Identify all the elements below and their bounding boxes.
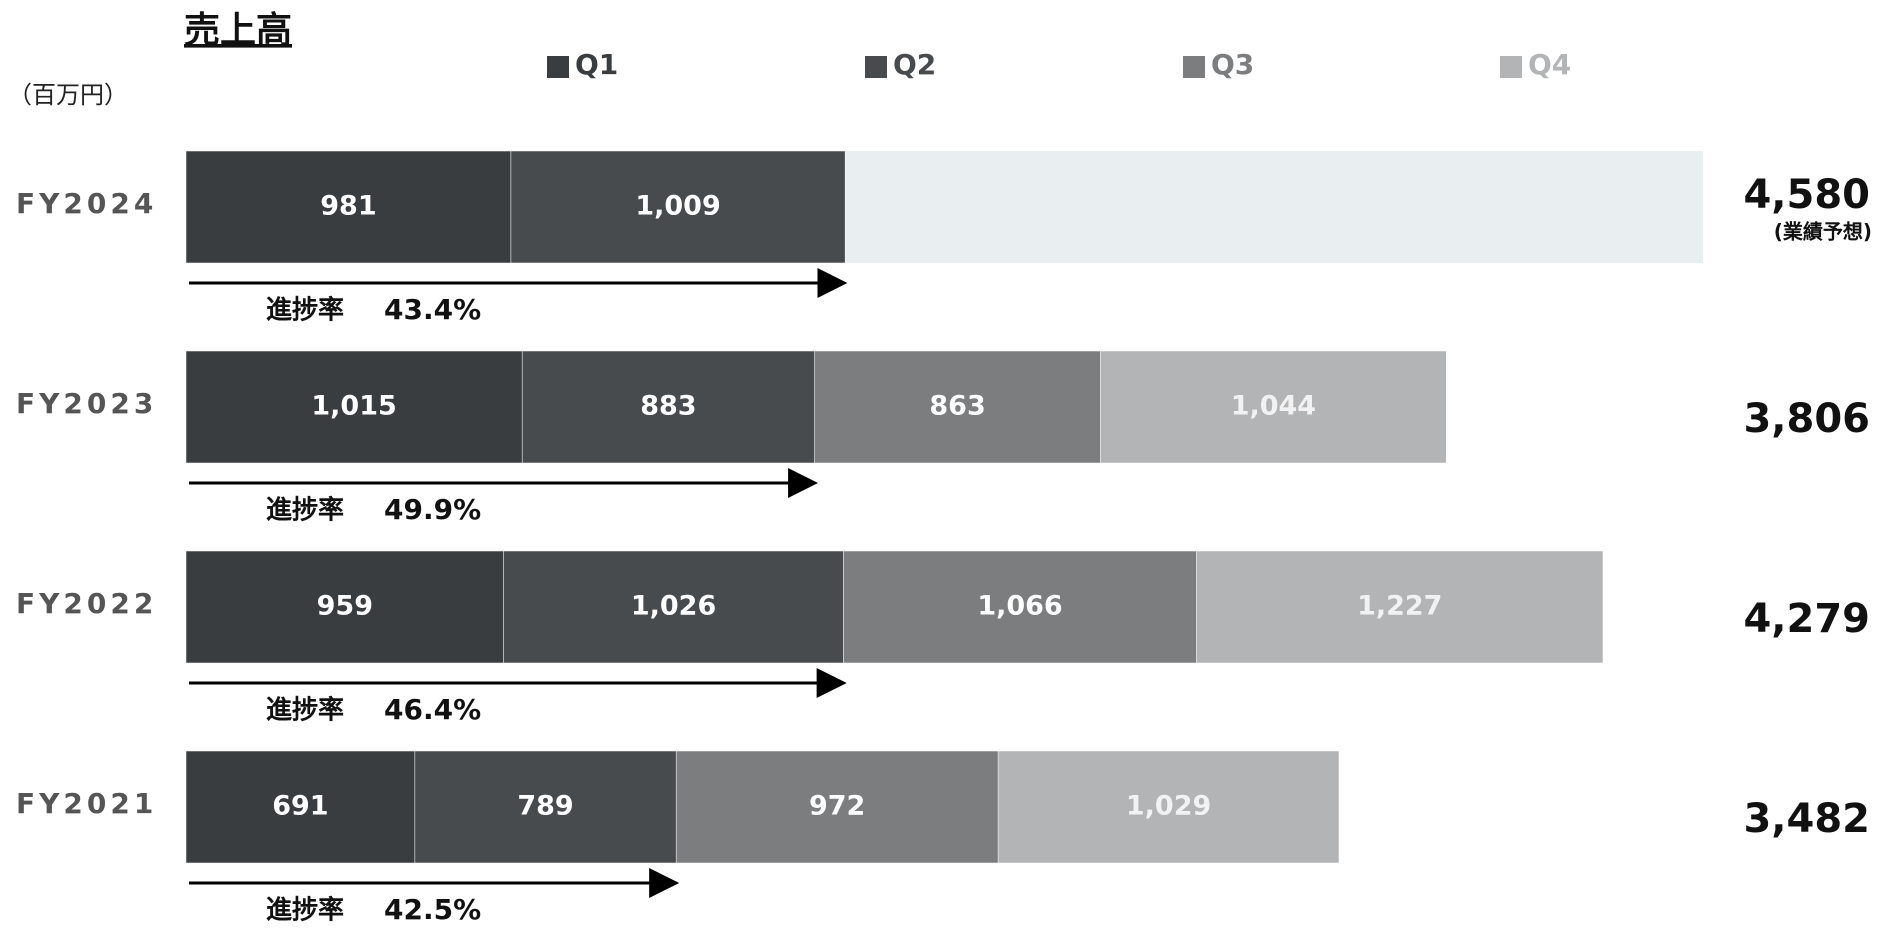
bar-segment [185, 550, 504, 664]
bar-segment [510, 150, 846, 264]
bar-segment [521, 350, 815, 464]
progress-title: 進捗率 [266, 295, 344, 326]
category-label: FY2021 [16, 787, 157, 820]
bar-value-label: 981 [320, 191, 376, 222]
progress-value: 43.4% [384, 293, 481, 326]
legend-label: Q4 [1528, 48, 1571, 81]
progress-value: 49.9% [384, 493, 481, 526]
legend-swatch [547, 56, 569, 78]
bar-segment [843, 550, 1197, 664]
bar-segment [414, 750, 677, 864]
legend-swatch [1500, 56, 1522, 78]
total-label: 4,580 [1743, 172, 1870, 218]
progress-value: 42.5% [384, 893, 481, 926]
bar-segment [1196, 550, 1604, 664]
bar-value-label: 959 [317, 591, 373, 622]
bar-value-label: 1,227 [1357, 591, 1442, 622]
bar-value-label: 789 [517, 791, 573, 822]
legend-swatch [865, 56, 887, 78]
total-label: 3,482 [1743, 796, 1870, 842]
total-label: 4,279 [1743, 596, 1870, 642]
chart-title: 売上高 [184, 10, 292, 51]
category-label: FY2024 [16, 187, 157, 220]
category-label: FY2023 [16, 387, 157, 420]
bar-value-label: 1,026 [631, 591, 716, 622]
bar-segment [675, 750, 999, 864]
progress-value: 46.4% [384, 693, 481, 726]
legend-label: Q3 [1211, 48, 1254, 81]
bar-value-label: 1,044 [1231, 391, 1316, 422]
bar-value-label: 1,029 [1126, 791, 1211, 822]
bar-value-label: 1,015 [311, 391, 396, 422]
bar-value-label: 863 [929, 391, 985, 422]
category-label: FY2022 [16, 587, 157, 620]
bar-value-label: 1,066 [977, 591, 1062, 622]
legend-label: Q2 [893, 48, 936, 81]
bar-value-label: 1,009 [635, 191, 720, 222]
bar-segment [997, 750, 1340, 864]
legend-label: Q1 [575, 48, 618, 81]
legend-swatch [1183, 56, 1205, 78]
bar-value-label: 691 [272, 791, 328, 822]
bar-segment [185, 350, 523, 464]
bar-value-label: 972 [809, 791, 865, 822]
bar-value-label: 883 [640, 391, 696, 422]
progress-title: 進捗率 [266, 495, 344, 526]
bar-segment [814, 350, 1101, 464]
bar-segment [1100, 350, 1447, 464]
total-label: 3,806 [1743, 396, 1870, 442]
bar-segment [185, 150, 512, 264]
bar-segment [185, 750, 416, 864]
progress-title: 進捗率 [266, 895, 344, 926]
forecast-note: (業績予想) [1774, 220, 1872, 244]
progress-title: 進捗率 [266, 695, 344, 726]
unit-label: （百万円） [8, 81, 128, 109]
